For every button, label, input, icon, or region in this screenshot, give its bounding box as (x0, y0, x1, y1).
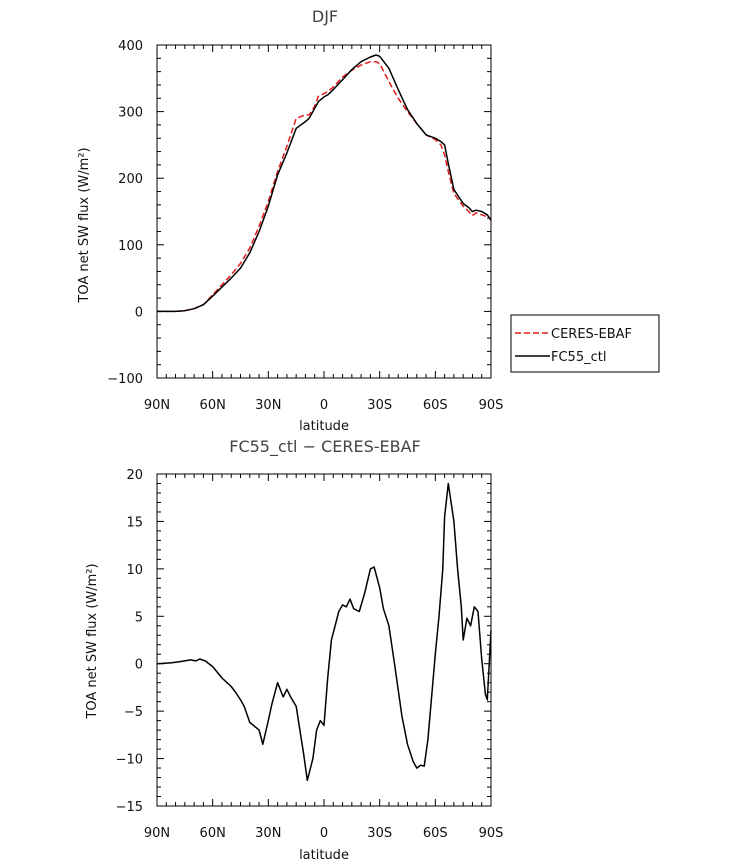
panel1-xtick-30n: 30N (255, 398, 281, 413)
legend: CERES-EBAF FC55_ctl (510, 314, 660, 373)
panel2-ytick-minus5: −5 (124, 705, 143, 720)
panel2-ytick-5: 5 (135, 610, 143, 625)
panel2-xtick-30n: 30N (255, 826, 281, 841)
panel2-ticks (156, 473, 492, 807)
legend-box (510, 314, 660, 373)
panel2-y-axis-label: TOA net SW flux (W/m²) (85, 563, 100, 719)
panel1-ytick-100: 100 (118, 239, 143, 254)
panel2-xtick-90n: 90N (144, 826, 170, 841)
panel2-series (156, 482, 492, 782)
panel1-line-fc55-ctl (157, 54, 492, 313)
panel1-y-axis-label: TOA net SW flux (W/m²) (77, 147, 92, 303)
panel2-xtick-60s: 60S (423, 826, 448, 841)
panel1-xtick-30s: 30S (367, 398, 392, 413)
panel-difference: FC55_ctl − CERES-EBAF 90N 60N 30N 0 30S … (85, 437, 503, 863)
panel1-ytick-400: 400 (118, 39, 143, 54)
panel2-xtick-60n: 60N (200, 826, 226, 841)
panel2-ytick-labels: 20 15 10 5 0 −5 −10 −15 (116, 468, 143, 815)
panel2-frame (156, 473, 492, 807)
panel1-ytick-minus100: −100 (107, 372, 143, 387)
panel2-ytick-minus10: −10 (116, 753, 143, 768)
panel1-xtick-60n: 60N (200, 398, 226, 413)
panel1-xtick-90s: 90S (479, 398, 504, 413)
panel2-ytick-10: 10 (126, 563, 143, 578)
panel1-title: DJF (312, 7, 338, 26)
panel1-xtick-labels: 90N 60N 30N 0 30S 60S 90S (144, 398, 504, 413)
legend-label-fc55: FC55_ctl (551, 350, 606, 365)
panel2-line-difference (156, 482, 492, 782)
panel1-line-ceres-ebaf (157, 60, 492, 313)
legend-label-ceres: CERES-EBAF (551, 327, 632, 342)
panel2-ytick-minus15: −15 (116, 800, 143, 815)
panel1-ticks (156, 44, 492, 379)
panel1-xtick-90n: 90N (144, 398, 170, 413)
panel2-ytick-20: 20 (126, 468, 143, 483)
panel2-x-axis-label: latitude (299, 848, 349, 863)
panel1-xtick-60s: 60S (423, 398, 448, 413)
panel2-ytick-15: 15 (126, 515, 143, 530)
panel1-ytick-0: 0 (135, 305, 143, 320)
panel1-series (157, 54, 492, 313)
panel2-xtick-0: 0 (320, 826, 328, 841)
panel1-xtick-0: 0 (320, 398, 328, 413)
panel1-ytick-200: 200 (118, 172, 143, 187)
panel2-ytick-0: 0 (135, 658, 143, 673)
panel2-xtick-labels: 90N 60N 30N 0 30S 60S 90S (144, 826, 504, 841)
panel2-xtick-30s: 30S (367, 826, 392, 841)
panel2-title: FC55_ctl − CERES-EBAF (229, 437, 421, 457)
panel1-x-axis-label: latitude (299, 419, 349, 434)
panel1-ytick-labels: 400 300 200 100 0 −100 (107, 39, 143, 387)
panel1-ytick-300: 300 (118, 106, 143, 121)
panel-djf: DJF 90N 60N 30N 0 30S 60S 90S 400 300 20… (77, 7, 503, 434)
panel1-frame (156, 44, 492, 379)
panel2-xtick-90s: 90S (479, 826, 504, 841)
